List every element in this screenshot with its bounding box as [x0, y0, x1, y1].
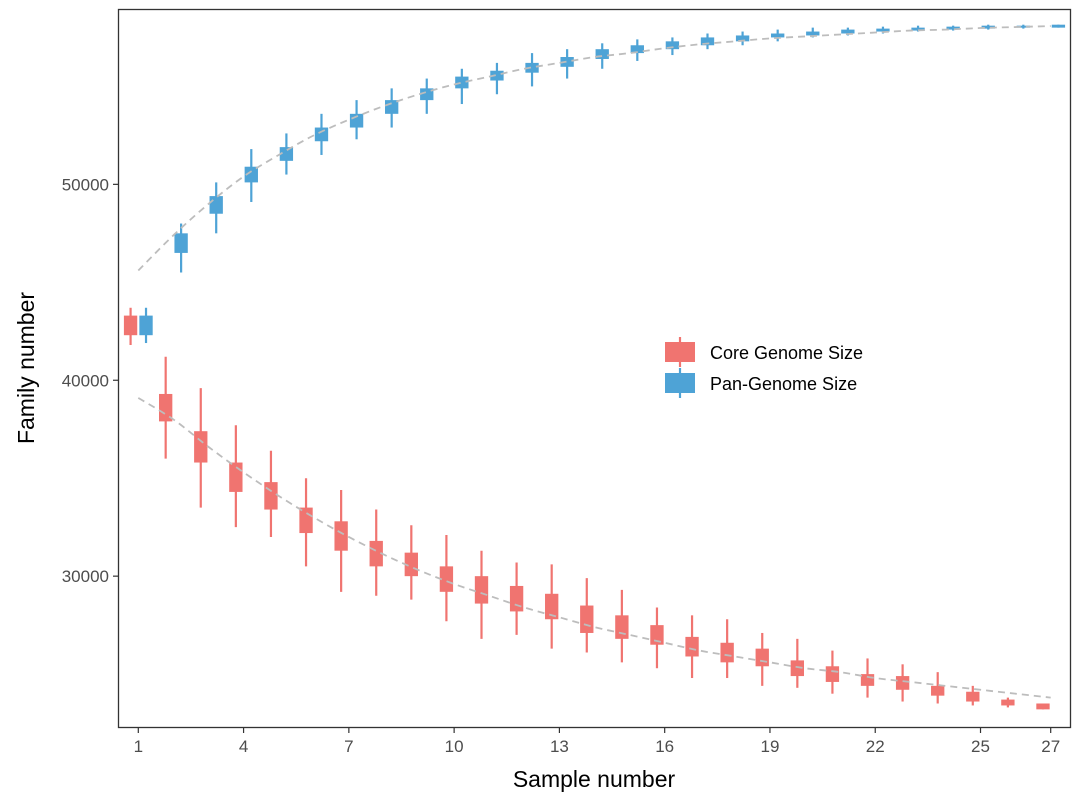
pan-genome-series [139, 24, 1066, 344]
x-tick-label-1: 1 [134, 737, 143, 756]
y-axis: 30000 40000 50000 [62, 175, 119, 586]
core-box-17 [685, 636, 699, 657]
pan-box-3 [209, 196, 223, 214]
core-box-23 [895, 676, 910, 690]
core-box-9 [404, 552, 418, 577]
core-genome-series [123, 307, 1050, 710]
legend-key-core [665, 337, 695, 367]
y-tick-label-50000: 50000 [62, 175, 109, 194]
x-tick-label-22: 22 [866, 737, 885, 756]
core-box-19 [755, 648, 769, 667]
core-box-20 [790, 660, 805, 677]
pan-box-1 [139, 315, 153, 336]
pan-box-13 [560, 57, 574, 67]
pan-box-14 [595, 49, 609, 59]
plot-panel-border [117, 8, 1072, 729]
pan-box-26 [1016, 25, 1030, 28]
core-fit-curve [137, 397, 1051, 699]
y-axis-title: Family number [13, 292, 39, 444]
pan-box-25 [981, 25, 995, 29]
core-box-7 [334, 521, 348, 551]
pan-box-16 [665, 41, 680, 50]
pan-box-2 [174, 233, 188, 253]
pan-box-27 [1051, 24, 1066, 28]
core-box-25 [966, 691, 980, 702]
y-tick-label-30000: 30000 [62, 567, 109, 586]
core-box-18 [720, 642, 734, 663]
core-box-10 [439, 566, 454, 592]
x-tick-label-19: 19 [761, 737, 780, 756]
pan-box-11 [490, 70, 504, 81]
pan-box-9 [420, 88, 434, 101]
pan-box-18 [735, 35, 750, 42]
pan-box-15 [630, 45, 644, 54]
core-box-12 [509, 585, 524, 612]
core-box-27 [1036, 703, 1050, 710]
pan-box-12 [525, 62, 539, 73]
x-tick-label-27: 27 [1041, 737, 1060, 756]
pan-box-6 [314, 127, 329, 142]
core-box-14 [580, 605, 594, 633]
core-box-24 [931, 685, 945, 696]
core-box-3 [194, 431, 208, 463]
legend-label-pan: Pan-Genome Size [710, 374, 857, 394]
core-box-4 [229, 462, 243, 492]
x-tick-label-7: 7 [344, 737, 353, 756]
legend-key-pan [665, 368, 695, 398]
x-tick-label-25: 25 [971, 737, 990, 756]
x-tick-label-13: 13 [550, 737, 569, 756]
x-axis-title: Sample number [513, 766, 676, 792]
core-box-5 [264, 482, 278, 510]
pan-box-24 [946, 26, 960, 30]
pan-fit-curve [137, 25, 1051, 272]
core-box-13 [545, 593, 559, 620]
x-axis: 1 4 7 10 13 16 19 22 25 27 [134, 727, 1060, 756]
core-box-1 [123, 315, 138, 336]
core-box-26 [1001, 699, 1015, 706]
pan-box-19 [771, 33, 785, 38]
legend-label-core: Core Genome Size [710, 343, 863, 363]
x-tick-label-10: 10 [445, 737, 464, 756]
core-box-22 [860, 674, 875, 686]
core-box-16 [650, 625, 664, 645]
core-box-6 [299, 507, 313, 534]
core-box-21 [825, 666, 840, 682]
fit-curves [137, 25, 1051, 699]
pan-box-10 [455, 76, 469, 89]
pan-box-21 [841, 29, 855, 34]
pan-box-17 [700, 37, 715, 46]
pan-box-4 [244, 166, 258, 183]
x-tick-label-4: 4 [239, 737, 248, 756]
pan-box-22 [876, 28, 890, 32]
legend: Core Genome Size Pan-Genome Size [665, 337, 863, 398]
core-box-8 [369, 540, 383, 567]
x-tick-label-16: 16 [655, 737, 674, 756]
y-tick-label-40000: 40000 [62, 371, 109, 390]
core-box-15 [615, 615, 629, 639]
pan-box-8 [384, 100, 399, 114]
pan-box-5 [279, 147, 294, 161]
core-box-2 [159, 393, 173, 422]
core-box-11 [474, 576, 489, 604]
pan-box-23 [911, 27, 925, 31]
pan-box-20 [806, 31, 820, 36]
